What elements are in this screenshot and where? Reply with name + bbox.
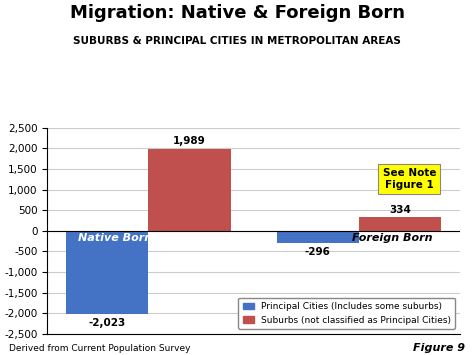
Text: See Note
Figure 1: See Note Figure 1 xyxy=(383,169,436,190)
Text: -296: -296 xyxy=(305,247,331,257)
Bar xyxy=(66,231,148,314)
Text: 1,989: 1,989 xyxy=(173,136,206,146)
Bar xyxy=(148,149,231,231)
Text: Derived from Current Population Survey: Derived from Current Population Survey xyxy=(9,344,191,353)
Text: Migration: Native & Foreign Born: Migration: Native & Foreign Born xyxy=(70,4,404,22)
Bar xyxy=(359,217,441,231)
Legend: Principal Cities (Includes some suburbs), Suburbs (not classified as Principal C: Principal Cities (Includes some suburbs)… xyxy=(238,297,455,329)
Text: SUBURBS & PRINCIPAL CITIES IN METROPOLITAN AREAS: SUBURBS & PRINCIPAL CITIES IN METROPOLIT… xyxy=(73,36,401,45)
Text: Figure 9: Figure 9 xyxy=(412,343,465,353)
Text: Foreign Born: Foreign Born xyxy=(352,233,432,243)
Text: -2,023: -2,023 xyxy=(88,318,126,328)
Text: Native Born: Native Born xyxy=(78,233,152,243)
Bar xyxy=(276,231,359,243)
Text: 334: 334 xyxy=(389,204,411,214)
